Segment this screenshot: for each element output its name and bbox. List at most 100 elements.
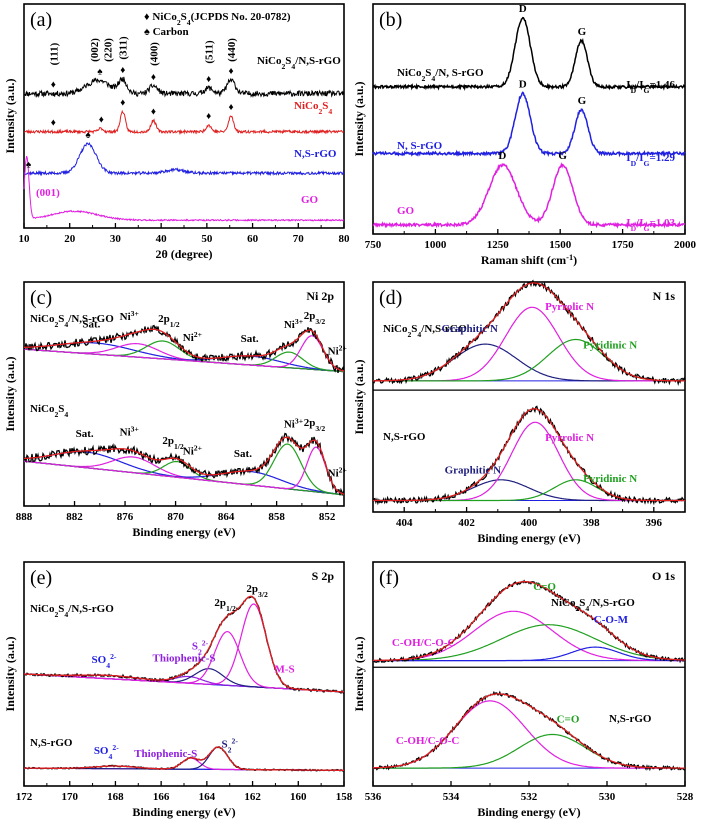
series-label: NiCo2S4: [294, 100, 332, 116]
x-tick-label: 2000: [674, 239, 697, 251]
panel-label: (f): [379, 567, 399, 589]
y-axis-label: Intensity (a.u.): [352, 359, 366, 434]
x-tick-label: 162: [244, 791, 261, 803]
legend-item: ♦ NiCo2S4(JCPDS No. 20-0782): [144, 11, 291, 27]
series-label: N, S-rGO: [397, 140, 443, 152]
component-label: Sat.: [241, 333, 259, 345]
component-label: S22-: [192, 638, 209, 656]
x-tick-label: 534: [443, 791, 460, 803]
panel-label: (c): [30, 287, 52, 309]
fit-line: [24, 746, 344, 771]
x-tick-label: 166: [153, 791, 170, 803]
x-tick-label: 1500: [549, 239, 572, 251]
x-tick-label: 164: [199, 791, 216, 803]
component-label: Ni3+: [284, 316, 303, 331]
peak-marker: ♦: [151, 106, 156, 117]
plot-frame: [372, 561, 686, 787]
component-line: [23, 446, 345, 495]
series-line-1: [23, 109, 345, 135]
component-line: [373, 479, 685, 502]
x-tick-label: 50: [201, 233, 213, 245]
peak-label: (511): [204, 40, 216, 64]
x-tick-label: 20: [64, 233, 76, 245]
peak-label: (002): [89, 38, 101, 62]
peak-marker: ♠: [97, 66, 103, 77]
component-label: Thiophenic-S: [153, 652, 216, 664]
component-label: Pyrrolic N: [545, 432, 594, 444]
intensity-ratio: ID/IG=1.29: [626, 152, 675, 168]
peak-label: (220): [102, 38, 114, 62]
component-label: 2p1/2: [214, 597, 236, 613]
x-axis-label: Binding energy (eV): [132, 525, 235, 539]
peak-marker: ♦: [51, 118, 56, 129]
peak-marker: ♦: [151, 72, 156, 83]
peak-marker: ♠: [85, 130, 91, 141]
fit-line: [373, 408, 685, 502]
component-label: Ni2+: [328, 343, 347, 358]
component-line: [373, 479, 685, 502]
x-tick-label: 30: [110, 233, 122, 245]
peak-label: (440): [226, 38, 238, 62]
spectrum-title: N 1s: [653, 289, 676, 303]
sample-label: NiCo2S4/N,S-rGO: [383, 323, 467, 339]
x-tick-label: 70: [293, 233, 305, 245]
x-tick-label: 528: [677, 791, 694, 803]
x-axis-label: Binding energy (eV): [132, 805, 235, 819]
intensity-ratio: ID/IG=1.03: [626, 217, 675, 233]
y-axis-label: Intensity (a.u.): [352, 636, 366, 711]
x-tick-label: 398: [583, 517, 600, 529]
component-line: [23, 603, 344, 693]
component-label: SO42-: [94, 743, 119, 761]
peak-label: (111): [48, 42, 60, 65]
panel-label: (e): [30, 567, 52, 589]
x-tick-label: 1250: [487, 239, 510, 251]
sample-label: N,S-rGO: [30, 737, 73, 749]
series-label: NiCo2S4/N, S-rGO: [397, 67, 484, 83]
component-label: 2p1/2: [162, 435, 184, 451]
panel-label: (d): [379, 287, 402, 309]
sample-label: NiCo2S4: [30, 403, 68, 419]
band-label: D: [498, 150, 506, 162]
series-line-1: [372, 91, 686, 158]
component-label: 2p3/2: [304, 310, 326, 326]
band-label: G: [558, 150, 567, 162]
x-tick-label: 532: [521, 791, 538, 803]
x-tick-label: 870: [167, 511, 184, 523]
x-tick-label: 168: [107, 791, 124, 803]
legend-item: ♠ Carbon: [144, 26, 189, 38]
peak-label: (400): [148, 42, 160, 66]
x-tick-label: 402: [458, 517, 475, 529]
x-tick-label: 10: [19, 233, 31, 245]
component-label: C-O-M: [594, 614, 629, 626]
panel-label: (b): [379, 9, 402, 31]
component-label: Ni2+: [183, 443, 202, 458]
x-tick-label: 876: [117, 511, 134, 523]
raw-spectrum-line: [372, 279, 686, 387]
sample-label: NiCo2S4/N,S-rGO: [551, 597, 635, 613]
series-label: NiCo2S4/N,S-rGO: [257, 55, 341, 71]
x-tick-label: 40: [156, 233, 168, 245]
x-axis-label: Binding energy (eV): [477, 805, 580, 819]
component-label: C-OH/C-O-C: [396, 735, 460, 747]
x-tick-label: 172: [16, 791, 33, 803]
component-label: C=O: [557, 713, 580, 725]
peak-label: (311): [118, 36, 130, 60]
panel-e: 172 170 168 166 164 162 160 158 Binding energy (…: [3, 561, 353, 819]
raw-spectrum-line: [373, 579, 686, 664]
component-label: Ni3+: [284, 416, 303, 431]
component-line: [373, 610, 685, 662]
x-tick-label: 396: [646, 517, 663, 529]
series-line-0: [23, 76, 344, 99]
x-tick-label: 60: [247, 233, 259, 245]
intensity-ratio: ID/IG=1.46: [626, 79, 675, 95]
x-tick-label: 170: [61, 791, 78, 803]
x-tick-label: 160: [290, 791, 307, 803]
fit-line: [372, 581, 685, 662]
component-label: Graphitic N: [445, 465, 502, 477]
x-tick-label: 864: [218, 511, 235, 523]
component-label: Ni2+: [328, 465, 347, 480]
y-axis-label: Intensity (a.u.): [3, 636, 17, 711]
component-line: [23, 451, 345, 496]
component-label: 2p1/2: [158, 313, 180, 329]
